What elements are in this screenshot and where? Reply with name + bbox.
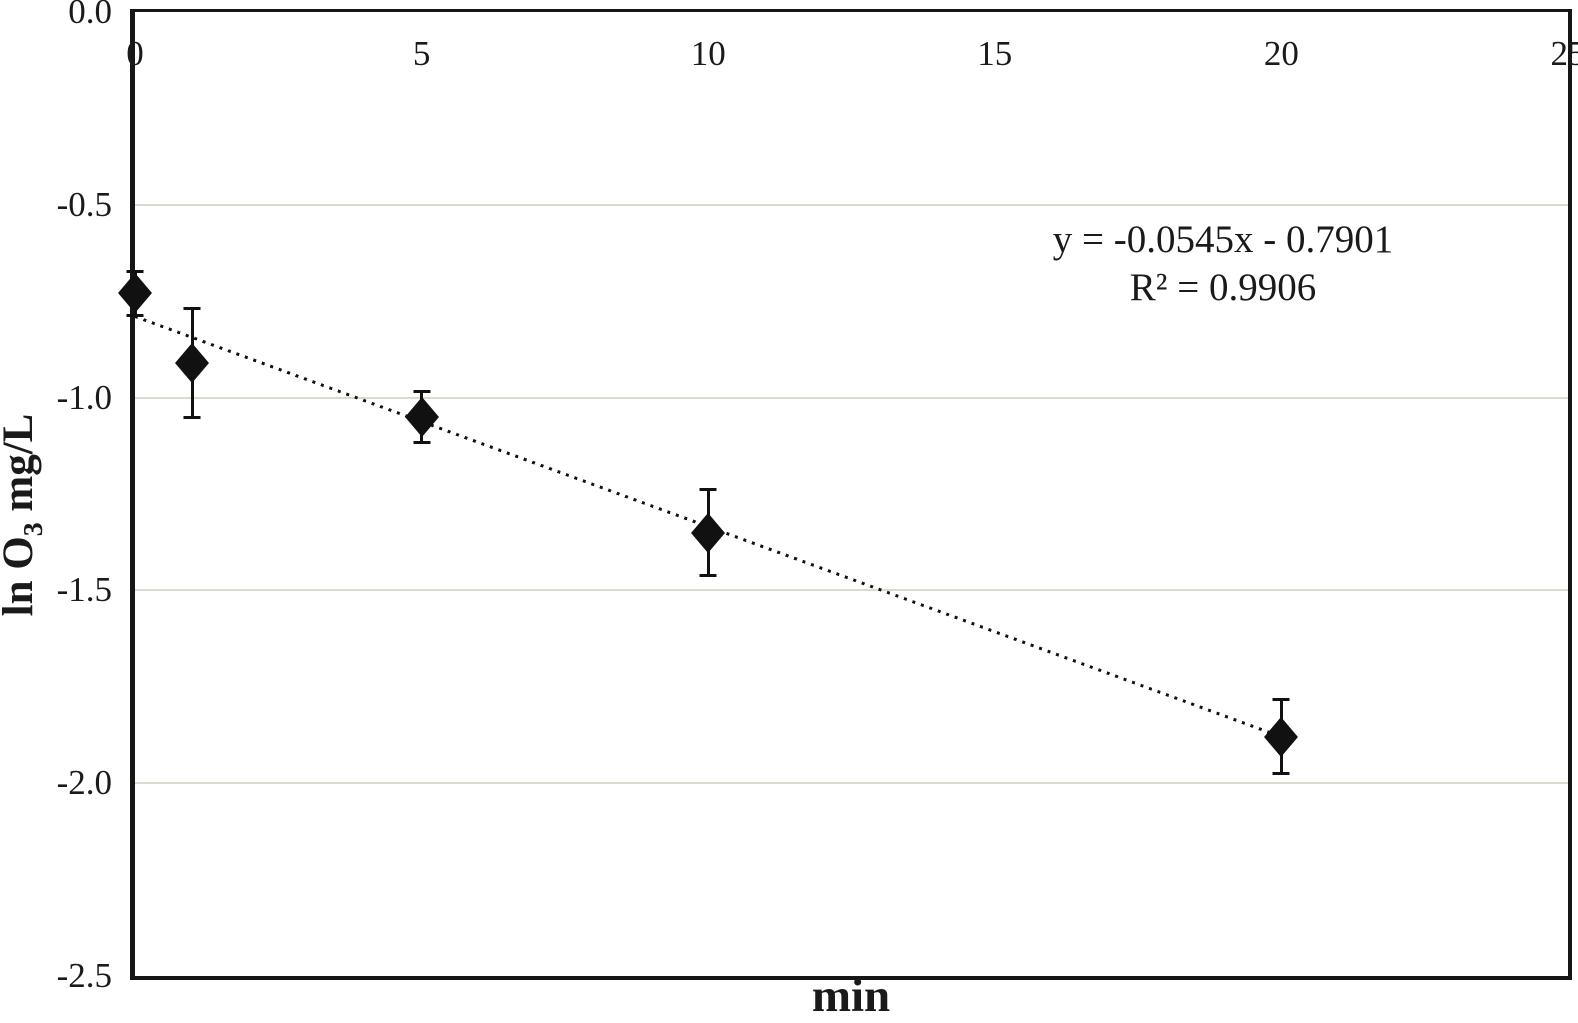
y-axis-title-subscript: 3 bbox=[17, 522, 49, 537]
x-axis-title: min bbox=[811, 970, 891, 1022]
x-axis-tick-label: 15 bbox=[977, 34, 1013, 73]
h-gridline bbox=[135, 396, 1568, 399]
y-axis-title-text: ln O bbox=[0, 536, 43, 617]
y-axis-tick-label: -0.5 bbox=[56, 184, 112, 224]
data-point-marker bbox=[404, 396, 439, 437]
equation-line: y = -0.0545x - 0.7901 bbox=[1052, 218, 1394, 261]
x-axis-tick-label: 25 bbox=[1550, 34, 1578, 73]
error-bar-cap-bottom bbox=[699, 573, 717, 577]
x-axis-tick-label: 0 bbox=[126, 34, 144, 73]
data-point-marker bbox=[118, 273, 152, 314]
y-axis-title-unit: mg/L bbox=[0, 413, 43, 512]
error-bar-cap-top bbox=[1272, 698, 1290, 702]
error-bar-cap-bottom bbox=[1272, 772, 1290, 776]
x-axis-tick-label: 5 bbox=[412, 34, 431, 73]
r-squared-line: R² = 0.9906 bbox=[1129, 266, 1317, 309]
error-bar-cap-top bbox=[183, 306, 201, 310]
data-point-marker bbox=[175, 342, 210, 383]
data-point-marker bbox=[691, 512, 726, 553]
error-bar-cap-bottom bbox=[126, 313, 144, 317]
y-axis-title: ln O3 mg/L bbox=[0, 414, 50, 617]
error-bar-cap-bottom bbox=[183, 415, 201, 419]
error-bar-cap-top bbox=[413, 389, 431, 393]
y-axis-tick-label: -1.5 bbox=[56, 570, 112, 610]
y-axis-tick-label: 0.0 bbox=[68, 0, 112, 31]
error-bar-cap-top bbox=[126, 270, 144, 274]
y-axis-tick-label: -2.5 bbox=[56, 956, 112, 995]
trendline-equation: y = -0.0545x - 0.7901 R² = 0.9906 bbox=[1018, 216, 1428, 312]
data-point-marker bbox=[1264, 716, 1299, 757]
h-gridline bbox=[135, 203, 1568, 206]
h-gridline bbox=[135, 589, 1568, 592]
x-axis-tick-label: 20 bbox=[1263, 34, 1299, 73]
error-bar-cap-bottom bbox=[413, 440, 431, 444]
plot-area: 0 5 10 15 20 25 bbox=[118, 12, 1578, 976]
x-axis-tick-label: 10 bbox=[690, 34, 726, 73]
error-bar-cap-top bbox=[699, 488, 717, 492]
h-gridline bbox=[135, 782, 1568, 785]
y-axis-tick-label: -1.0 bbox=[56, 377, 112, 417]
plot-border bbox=[130, 9, 1572, 980]
y-axis-tick-label: -2.0 bbox=[56, 763, 112, 803]
